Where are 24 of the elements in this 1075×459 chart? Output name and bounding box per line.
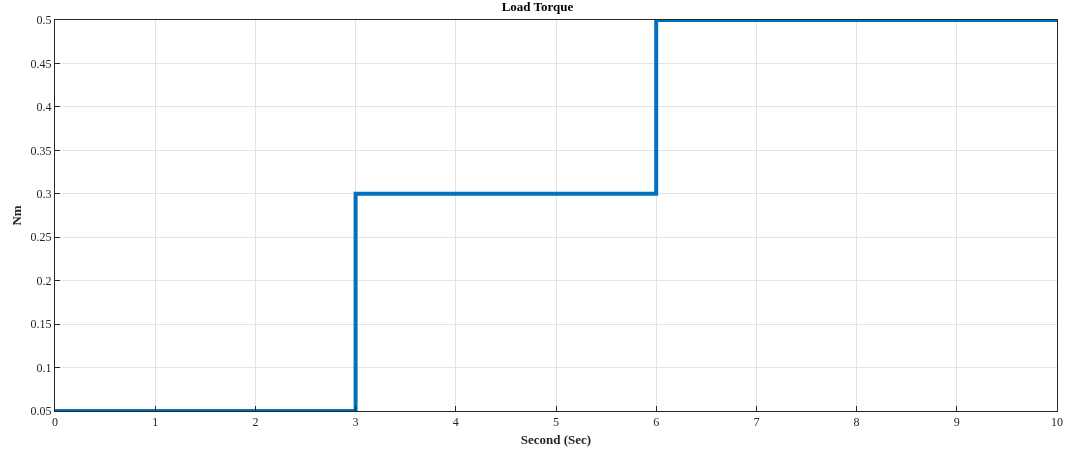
x-tick-label: 9	[953, 415, 960, 430]
x-tick-label: 3	[352, 415, 359, 430]
x-tick-label: 2	[252, 415, 259, 430]
y-tick-label: 0.1	[36, 360, 52, 375]
x-tick-label: 0	[52, 415, 58, 430]
y-tick-label: 0.05	[30, 404, 52, 419]
x-axis-title: Second (Sec)	[520, 432, 592, 447]
x-tick-label: 1	[152, 415, 159, 430]
y-tick-label: 0.45	[30, 56, 52, 71]
x-tick-label: 5	[553, 415, 559, 430]
y-tick-label: 0.5	[36, 13, 52, 28]
y-tick-label: 0.15	[30, 317, 52, 332]
y-tick-label: 0.35	[30, 143, 52, 158]
y-tick-label: 0.3	[36, 186, 52, 201]
x-tick-label: 6	[653, 415, 660, 430]
x-tick-label: 10	[1051, 415, 1063, 430]
y-tick-label: 0.4	[36, 100, 52, 115]
x-tick-label: 8	[853, 415, 860, 430]
x-tick-label: 7	[753, 415, 760, 430]
x-tick-label: 4	[452, 415, 459, 430]
y-axis-title: Nm	[8, 205, 24, 226]
y-tick-label: 0.2	[36, 273, 52, 288]
chart-title: Load Torque	[501, 0, 574, 15]
y-tick-label: 0.25	[30, 230, 52, 245]
